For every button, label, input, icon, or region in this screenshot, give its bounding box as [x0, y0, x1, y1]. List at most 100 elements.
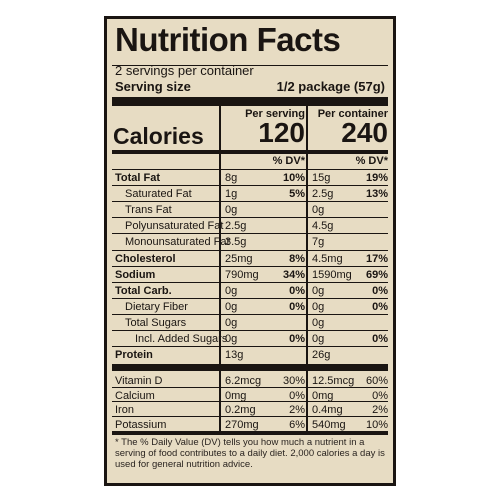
serving-size-value: 1/2 package (57g) [276, 79, 385, 94]
vitamins-row: Iron 0.2mg 2% 0.4mg 2% [107, 402, 393, 418]
nutrients-row: Trans Fat 0g 0g [107, 202, 393, 218]
per-serving-amount: 0g [225, 204, 238, 217]
per-serving-dv: 0% [289, 389, 305, 402]
dv-header-rule [112, 169, 388, 170]
per-container-dv: 0% [372, 284, 388, 297]
per-serving-dv: 0% [289, 333, 305, 345]
row-rule [112, 297, 388, 299]
per-serving-dv: 0% [289, 284, 305, 297]
nutrients-row: Incl. Added Sugars 0g 0% 0g 0% [107, 331, 393, 347]
nutrients-row: Cholesterol 25mg 8% 4.5mg 17% [107, 251, 393, 267]
nutrient-name: Total Sugars [125, 316, 187, 329]
per-container-dv: 10% [365, 418, 388, 431]
per-serving-amount: 13g [225, 349, 244, 362]
column-divider-2 [306, 106, 308, 431]
per-serving-dv: 30% [282, 375, 305, 387]
nutrient-name: Trans Fat [125, 204, 172, 217]
nutrients-row: Total Sugars 0g 0g [107, 315, 393, 331]
nutrient-name: Cholesterol [115, 252, 176, 265]
per-container-amount: 540mg [312, 418, 346, 431]
nutrient-name: Vitamin D [115, 375, 163, 387]
row-rule [112, 281, 388, 283]
nutrient-name: Saturated Fat [125, 188, 192, 201]
per-container-dv: 60% [365, 375, 388, 387]
column-divider-1 [219, 106, 221, 431]
nutrient-name: Polyunsaturated Fat [125, 220, 224, 233]
per-serving-dv: 10% [282, 172, 305, 184]
vitamins-row: Calcium 0mg 0% 0mg 0% [107, 388, 393, 404]
per-container-dv: 19% [365, 172, 388, 184]
dv-header-container: % DV* [355, 155, 388, 167]
per-serving-amount: 0mg [225, 389, 247, 402]
row-rule [112, 185, 388, 187]
dv-header-serving: % DV* [272, 155, 305, 167]
per-container-dv: 17% [365, 252, 388, 265]
per-serving-amount: 0.2mg [225, 404, 256, 416]
per-serving-amount: 790mg [225, 268, 259, 281]
per-container-dv: 0% [372, 389, 388, 402]
per-container-amount: 1590mg [312, 268, 352, 281]
serving-size-label: Serving size [115, 79, 191, 94]
nutrients-row: Saturated Fat 1g 5% 2.5g 13% [107, 186, 393, 202]
per-serving-dv: 2% [289, 404, 305, 416]
row-rule [112, 265, 388, 267]
per-serving-calories: 120 [258, 117, 305, 148]
row-rule [112, 346, 388, 348]
thick-rule-top [112, 97, 388, 106]
per-container-amount: 26g [312, 349, 331, 362]
nutrient-name: Incl. Added Sugars [135, 333, 228, 345]
row-rule [112, 386, 388, 388]
per-container-dv: 0% [372, 333, 388, 345]
row-rule [112, 249, 388, 251]
nutrients-row: Protein 13g 26g [107, 347, 393, 363]
row-rule [112, 330, 388, 331]
footnote: * The % Daily Value (DV) tells you how m… [115, 437, 385, 470]
nutrient-name: Calcium [115, 389, 155, 402]
per-container-amount: 2.5g [312, 188, 334, 201]
nutrients-row: Polyunsaturated Fat 2.5g 4.5g [107, 218, 393, 234]
row-rule [112, 233, 388, 235]
per-serving-dv: 34% [282, 268, 305, 281]
per-container-amount: 0g [312, 333, 325, 345]
per-container-amount: 0.4mg [312, 404, 343, 416]
per-serving-amount: 6.2mcg [225, 375, 262, 387]
per-serving-dv: 8% [289, 252, 305, 265]
servings-per-container: 2 servings per container [115, 63, 254, 78]
per-serving-amount: 0g [225, 284, 238, 297]
per-serving-amount: 0g [225, 300, 238, 313]
vitamins-row: Vitamin D 6.2mcg 30% 12.5mcg 60% [107, 373, 393, 389]
per-container-amount: 0mg [312, 389, 334, 402]
thick-rule-vitamins [112, 364, 388, 371]
row-rule [112, 201, 388, 203]
per-serving-dv: 0% [289, 300, 305, 313]
calories-label: Calories [113, 123, 204, 149]
calories-rule [112, 150, 388, 154]
row-rule [112, 401, 388, 402]
per-serving-amount: 0g [225, 316, 238, 329]
label-title: Nutrition Facts [115, 21, 341, 58]
per-container-amount: 4.5mg [312, 252, 343, 265]
per-container-dv: 13% [365, 188, 388, 201]
per-container-dv: 0% [372, 300, 388, 313]
per-container-amount: 12.5mcg [312, 375, 355, 387]
per-serving-amount: 3.5g [225, 236, 247, 249]
nutrients-row: Monounsaturated Fat 3.5g 7g [107, 234, 393, 250]
per-serving-amount: 25mg [225, 252, 253, 265]
title-rule [112, 65, 388, 66]
per-container-amount: 0g [312, 316, 325, 329]
row-rule [112, 415, 388, 417]
per-serving-dv: 6% [289, 418, 305, 431]
nutrition-facts-label: Nutrition Facts 2 servings per container… [104, 16, 396, 486]
nutrient-name: Protein [115, 349, 153, 362]
nutrients-row: Total Carb. 0g 0% 0g 0% [107, 283, 393, 299]
per-container-amount: 0g [312, 204, 325, 217]
per-container-header: Per container [317, 108, 388, 120]
row-rule [112, 217, 388, 219]
per-serving-dv: 5% [289, 188, 305, 201]
nutrient-name: Monounsaturated Fat [125, 236, 230, 249]
nutrient-name: Iron [115, 404, 134, 416]
nutrients-row: Total Fat 8g 10% 15g 19% [107, 170, 393, 186]
per-container-dv: 2% [372, 404, 388, 416]
per-container-amount: 15g [312, 172, 331, 184]
footnote-rule [112, 431, 388, 435]
